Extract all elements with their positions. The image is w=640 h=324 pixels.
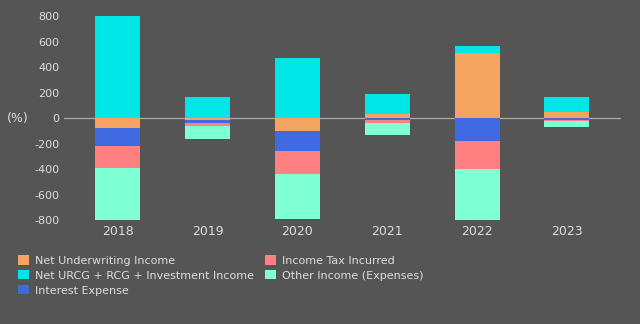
Bar (95, 146, 140, 168)
Bar (454, 141, 500, 169)
Bar (95, 168, 140, 255)
Bar (365, 120, 410, 123)
Bar (95, 118, 140, 128)
Bar (275, 118, 320, 131)
Bar (545, 120, 589, 121)
Bar (365, 123, 410, 135)
Bar (365, 114, 410, 118)
Bar (185, 123, 230, 126)
Bar (95, 128, 140, 146)
Bar (365, 94, 410, 114)
Bar (454, 46, 500, 53)
Bar (275, 58, 320, 118)
Y-axis label: (%): (%) (6, 112, 28, 125)
Bar (185, 120, 230, 123)
Bar (185, 118, 230, 120)
Bar (185, 126, 230, 139)
Bar (275, 151, 320, 174)
Bar (545, 121, 589, 127)
Bar (545, 112, 589, 118)
Bar (454, 53, 500, 118)
Bar (454, 169, 500, 224)
Bar (275, 174, 320, 219)
Bar (545, 118, 589, 120)
Bar (95, 16, 140, 118)
Bar (275, 131, 320, 151)
Bar (545, 97, 589, 112)
Bar (365, 118, 410, 120)
Legend: Net Underwriting Income, Net URCG + RCG + Investment Income, Interest Expense, I: Net Underwriting Income, Net URCG + RCG … (19, 255, 423, 295)
Bar (185, 97, 230, 118)
Bar (454, 118, 500, 141)
